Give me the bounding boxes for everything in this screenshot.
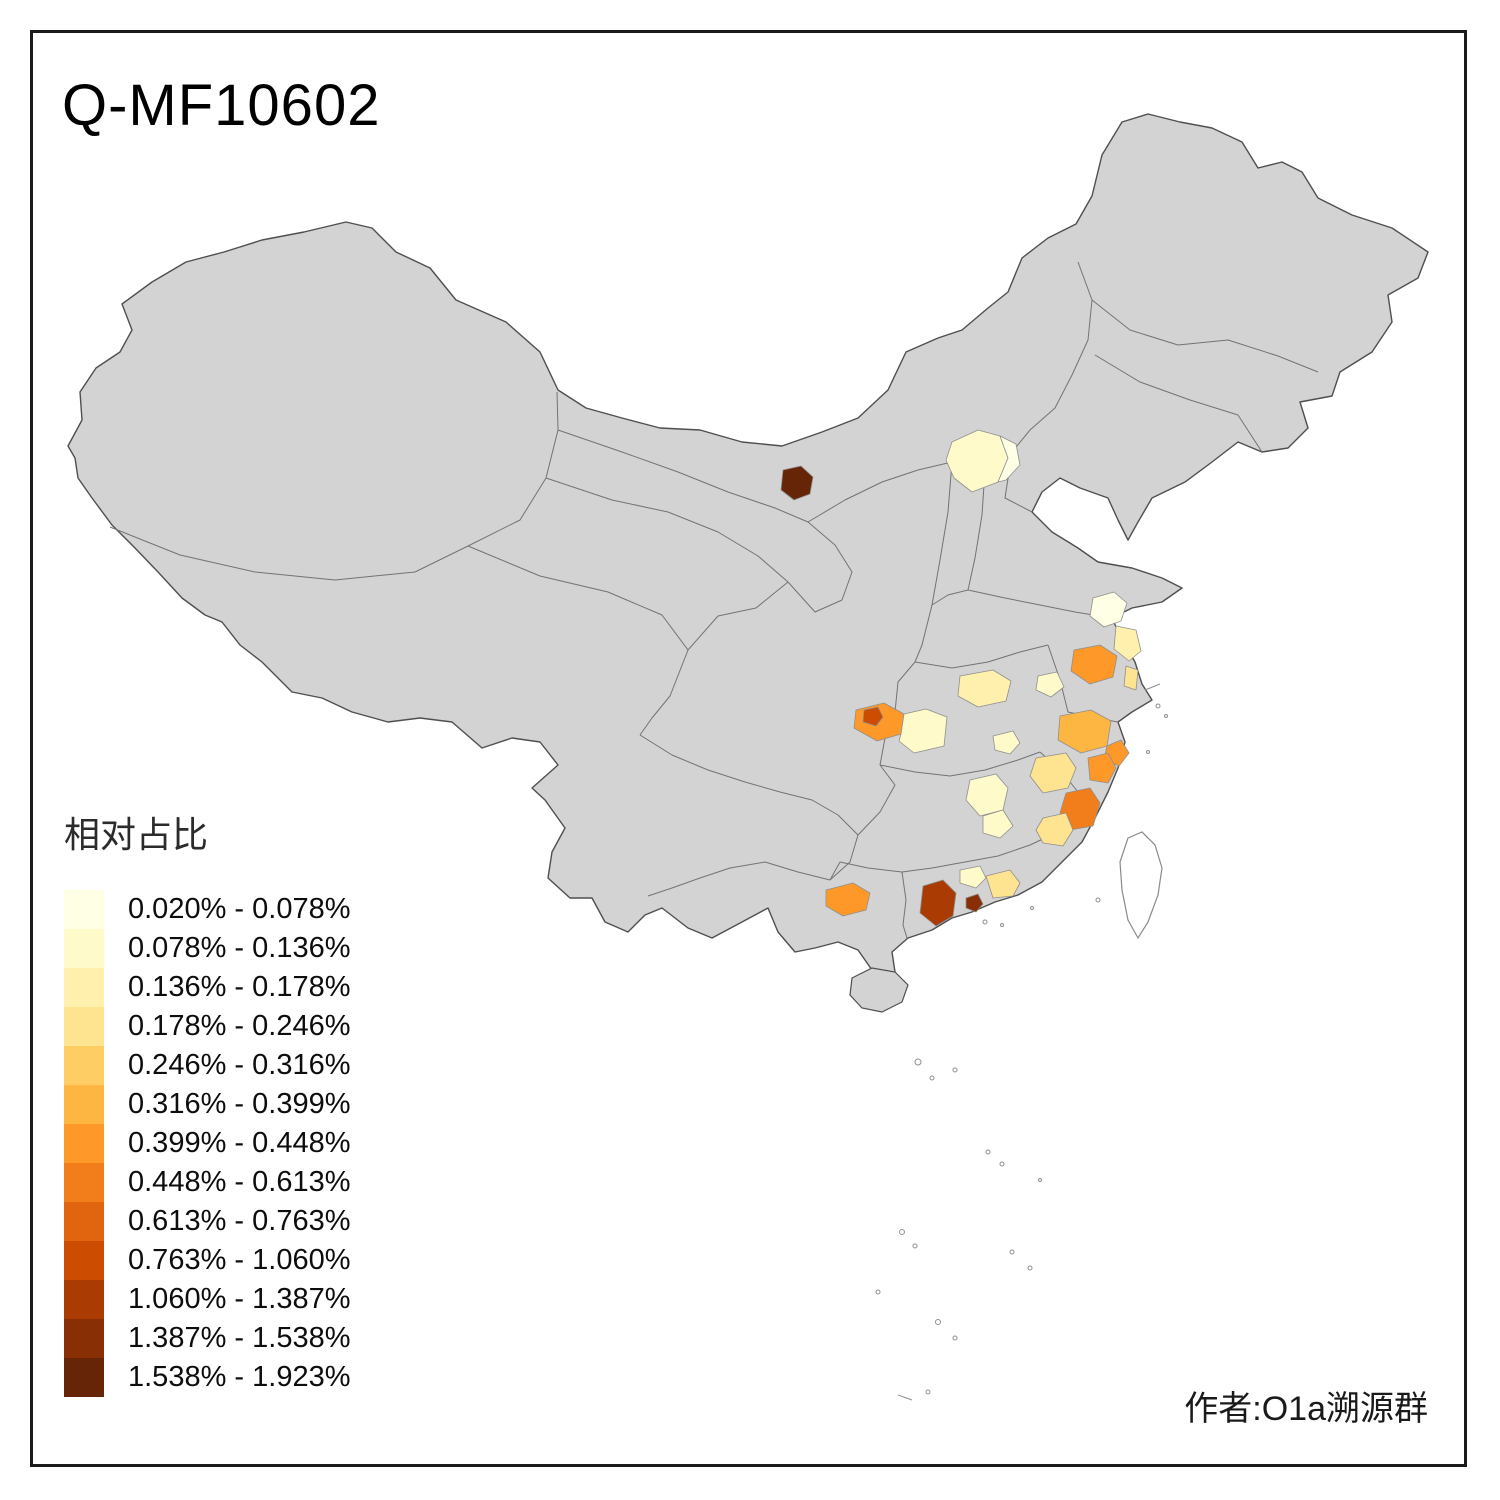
legend-swatch: [64, 968, 104, 1007]
legend-item: 0.136% - 0.178%: [64, 968, 494, 1007]
legend-swatch: [64, 1007, 104, 1046]
legend-swatch: [64, 929, 104, 968]
province-borders: [109, 261, 1319, 939]
legend-item: 0.078% - 0.136%: [64, 929, 494, 968]
legend-label: 1.538% - 1.923%: [128, 1361, 351, 1393]
author-credit: 作者:O1a溯源群: [1184, 1390, 1428, 1428]
legend-label: 0.763% - 1.060%: [128, 1244, 351, 1276]
plot-title: Q-MF10602: [62, 73, 381, 138]
legend-label: 0.136% - 0.178%: [128, 971, 351, 1003]
legend-label: 0.178% - 0.246%: [128, 1010, 351, 1042]
hainan-island: [849, 967, 909, 1013]
legend-label: 0.246% - 0.316%: [128, 1049, 351, 1081]
china-mainland: [67, 113, 1429, 993]
region-patch-jiangxi-east: [982, 809, 1014, 839]
legend-swatch: [64, 1163, 104, 1202]
legend-label: 0.316% - 0.399%: [128, 1088, 351, 1120]
region-patch-north-jiangsu: [1089, 591, 1128, 628]
region-patch-anhui: [1035, 671, 1065, 698]
legend-label: 0.448% - 0.613%: [128, 1166, 351, 1198]
region-patch-chongqing-dark: [862, 706, 884, 727]
legend-label: 0.078% - 0.136%: [128, 932, 351, 964]
legend-label: 0.399% - 0.448%: [128, 1127, 351, 1159]
legend-item: 1.387% - 1.538%: [64, 1319, 494, 1358]
legend-swatch: [64, 1046, 104, 1085]
legend-item: 0.448% - 0.613%: [64, 1163, 494, 1202]
region-patch-mid-zhejiang: [1029, 752, 1077, 794]
region-patch-north-guangdong: [959, 865, 987, 889]
legend-swatch: [64, 1358, 104, 1397]
legend-item: 1.538% - 1.923%: [64, 1358, 494, 1397]
legend-item: 1.060% - 1.387%: [64, 1280, 494, 1319]
legend-item: 0.399% - 0.448%: [64, 1124, 494, 1163]
region-patch-south-anhui: [992, 730, 1021, 755]
legend: 相对占比 0.020% - 0.078% 0.078% - 0.136% 0.136…: [64, 806, 494, 1397]
legend-label: 0.020% - 0.078%: [128, 893, 351, 925]
legend-item: 0.763% - 1.060%: [64, 1241, 494, 1280]
region-patch-east-guangdong: [985, 869, 1021, 899]
region-patch-central-jiangsu: [1070, 644, 1118, 685]
region-patch-hubei-east: [957, 669, 1012, 708]
region-patch-pearl-delta: [919, 879, 957, 927]
region-patch-south-zhejiang: [1059, 787, 1101, 831]
legend-item: 0.020% - 0.078%: [64, 890, 494, 929]
legend-item: 0.613% - 0.763%: [64, 1202, 494, 1241]
legend-item: 0.246% - 0.316%: [64, 1046, 494, 1085]
sea-islands: [875, 683, 1168, 1401]
legend-swatch: [64, 1319, 104, 1358]
legend-label: 1.060% - 1.387%: [128, 1283, 351, 1315]
region-patch-hubei-west: [898, 708, 948, 754]
legend-swatch: [64, 1085, 104, 1124]
region-patch-east-zhejiang: [1087, 752, 1117, 784]
legend-items: 0.020% - 0.078% 0.078% - 0.136% 0.136% - 0…: [64, 890, 494, 1397]
legend-title: 相对占比: [64, 814, 209, 855]
region-patch-northwest-fujian: [1035, 812, 1074, 847]
region-patch-jiangsu-south: [1123, 665, 1139, 691]
legend-swatch: [64, 1124, 104, 1163]
region-patch-beijing-east: [997, 435, 1021, 483]
legend-label: 1.387% - 1.538%: [128, 1322, 351, 1354]
region-patch-hongkong-adjacent: [965, 893, 984, 913]
legend-label: 0.613% - 0.763%: [128, 1205, 351, 1237]
legend-item: 0.316% - 0.399%: [64, 1085, 494, 1124]
taiwan-island: [1119, 831, 1163, 940]
legend-swatch: [64, 1202, 104, 1241]
region-patch-jiangsu-coast: [1113, 625, 1142, 662]
legend-item: 0.178% - 0.246%: [64, 1007, 494, 1046]
legend-swatch: [64, 1280, 104, 1319]
region-patch-northwest-dark-spot: [780, 465, 814, 501]
region-patch-guangxi: [825, 882, 871, 917]
legend-swatch: [64, 1241, 104, 1280]
region-patches: [780, 429, 1142, 927]
legend-swatch: [64, 890, 104, 929]
